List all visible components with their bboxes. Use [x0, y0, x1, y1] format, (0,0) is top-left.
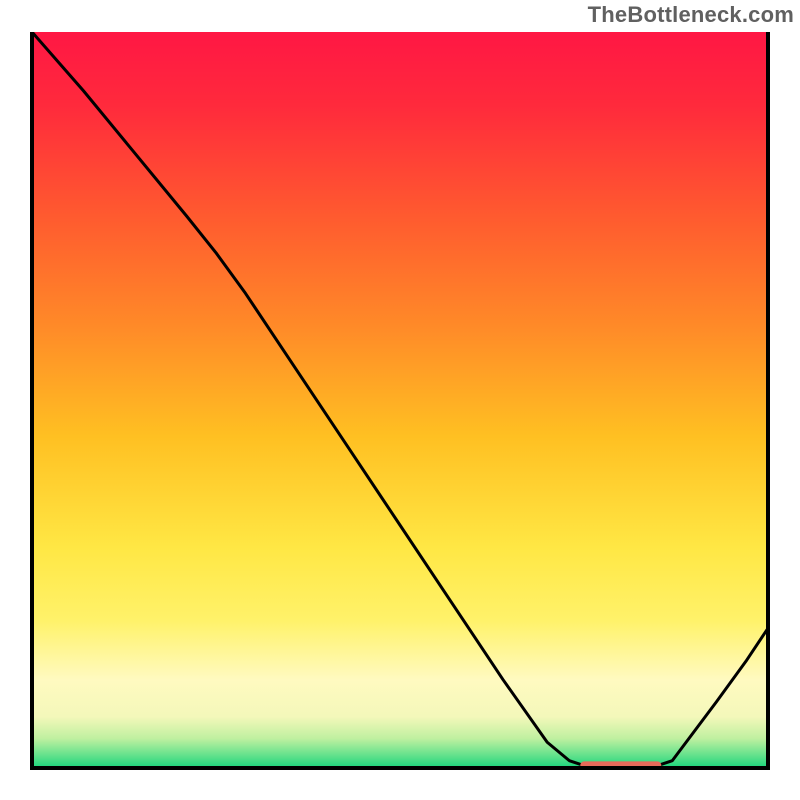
- gradient-background: [32, 32, 768, 768]
- plot-area: [32, 32, 768, 770]
- chart-container: TheBottleneck.com: [0, 0, 800, 800]
- watermark-label: TheBottleneck.com: [588, 2, 794, 28]
- bottleneck-chart: [0, 0, 800, 800]
